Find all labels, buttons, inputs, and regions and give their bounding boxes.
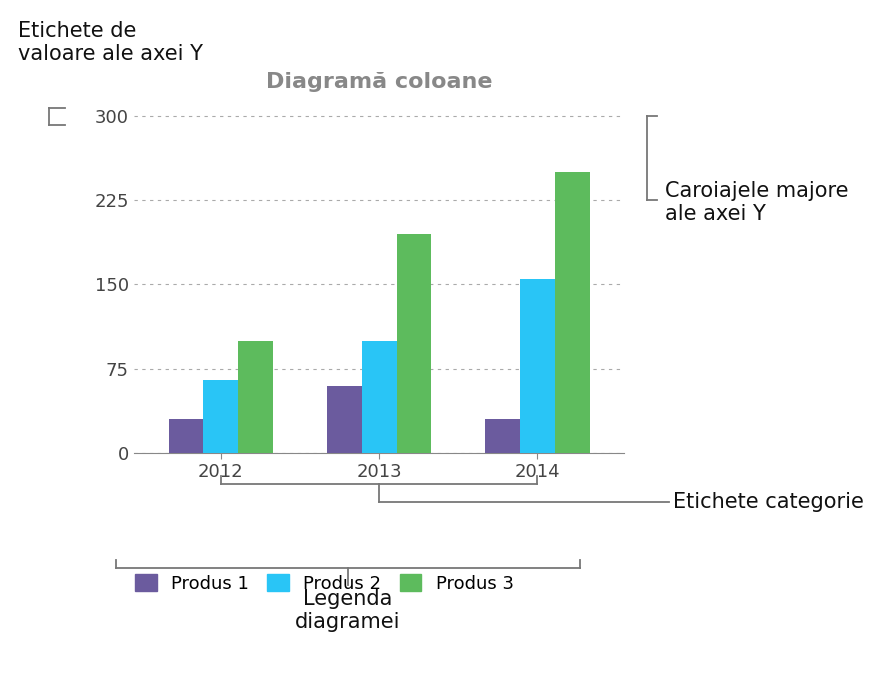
Text: Etichete de
valoare ale axei Y: Etichete de valoare ale axei Y (18, 21, 202, 64)
Text: Etichete categorie: Etichete categorie (673, 492, 864, 512)
Bar (520, 279, 555, 453)
Bar (485, 420, 520, 453)
Bar (203, 380, 238, 453)
Legend: Produs 1, Produs 2, Produs 3: Produs 1, Produs 2, Produs 3 (128, 567, 521, 600)
Bar (326, 385, 361, 453)
Bar (238, 341, 273, 453)
Title: Diagramă coloane: Diagramă coloane (266, 72, 492, 92)
Bar (555, 172, 590, 453)
Text: Caroiajele majore
ale axei Y: Caroiajele majore ale axei Y (665, 181, 848, 224)
Text: Legenda
diagramei: Legenda diagramei (295, 589, 401, 632)
Bar (397, 233, 432, 453)
Bar (361, 341, 397, 453)
Bar (169, 420, 203, 453)
